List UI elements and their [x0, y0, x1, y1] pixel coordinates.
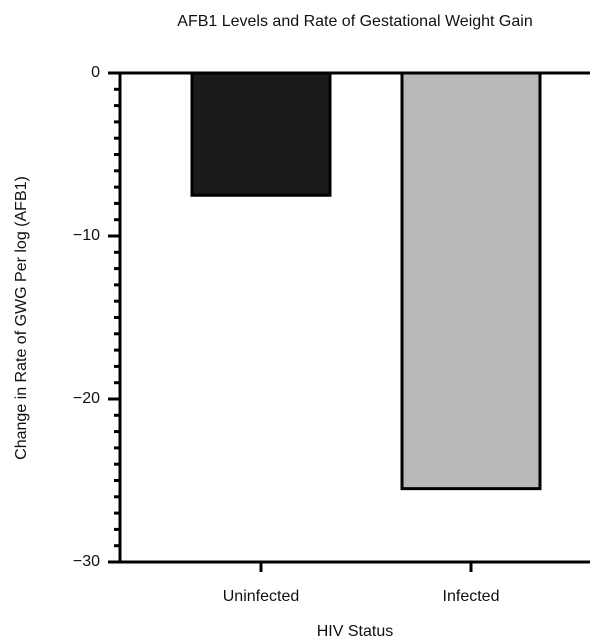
y-tick-label: 0	[91, 64, 100, 81]
y-tick-label: −30	[73, 553, 100, 570]
x-axis-label: HIV Status	[317, 623, 393, 640]
x-tick-label: Uninfected	[223, 588, 300, 605]
bar	[400, 71, 542, 491]
chart-title: AFB1 Levels and Rate of Gestational Weig…	[177, 13, 532, 30]
bar	[190, 71, 332, 197]
x-tick-label: Infected	[443, 588, 500, 605]
y-tick-label: −20	[73, 390, 100, 407]
y-tick-label: −10	[73, 227, 100, 244]
y-axis-label: Change in Rate of GWG Per log (AFB1)	[13, 176, 30, 460]
